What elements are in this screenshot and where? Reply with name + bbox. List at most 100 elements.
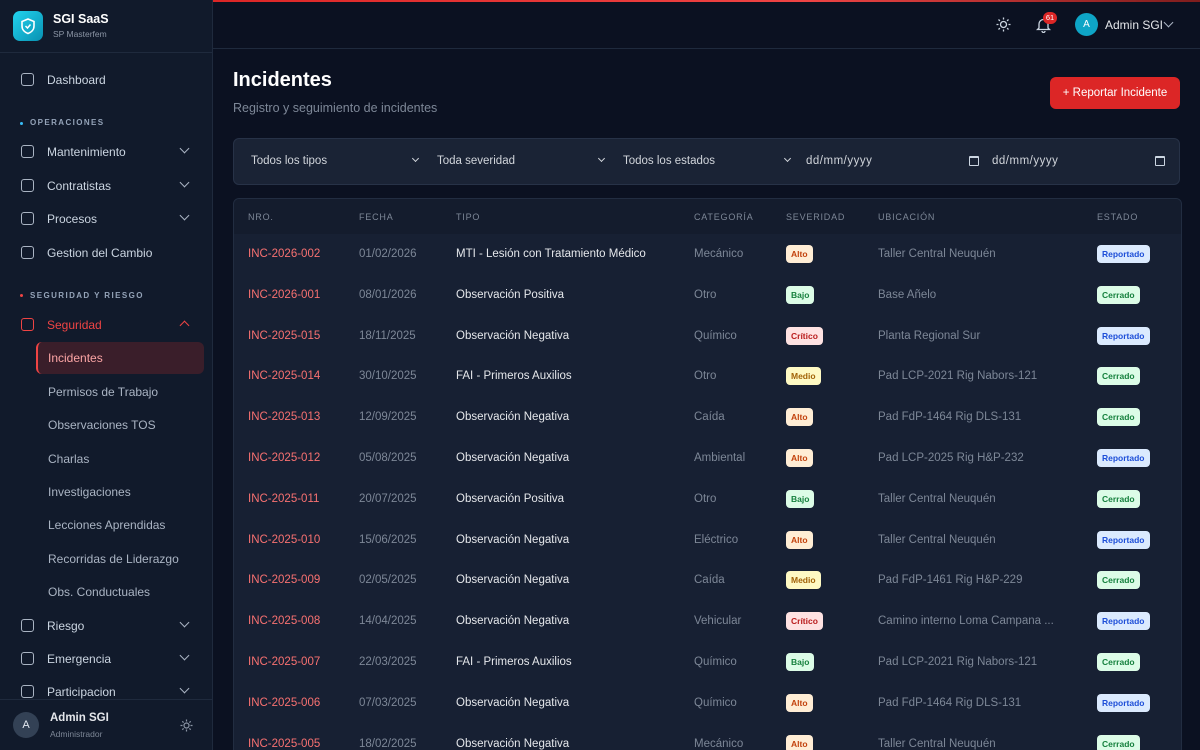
- cell-id[interactable]: INC-2025-006: [248, 696, 321, 709]
- logo: [13, 11, 43, 41]
- nav-item[interactable]: Riesgo: [12, 611, 202, 641]
- cell-date: 02/05/2025: [359, 574, 417, 587]
- cell-location: Planta Regional Sur: [878, 329, 981, 342]
- cell-category: Eléctrico: [694, 533, 739, 546]
- cell-date: 22/03/2025: [359, 656, 417, 668]
- cell-date: 15/06/2025: [359, 533, 417, 546]
- table-row[interactable]: INC-2026-002 01/02/2026 MTI - Lesión con T…: [234, 234, 1181, 275]
- filter-select[interactable]: Todos los estados: [623, 155, 716, 167]
- nav-item[interactable]: Participacion: [12, 677, 202, 707]
- cell-location: Base Añelo: [878, 288, 937, 301]
- nav-item[interactable]: Gestion del Cambio: [12, 238, 202, 268]
- table-row[interactable]: INC-2025-012 05/08/2025 Observación Negati…: [234, 438, 1181, 479]
- severity-badge: Alto: [786, 449, 813, 467]
- table-row[interactable]: INC-2025-006 07/03/2025 Observación Negati…: [234, 683, 1181, 724]
- status-badge: Reportado: [1097, 693, 1150, 712]
- active-item[interactable]: [36, 342, 204, 375]
- sub-nav-item[interactable]: Recorridas de Liderazgo: [48, 551, 179, 566]
- sub-nav-item[interactable]: Obs. Conductuales: [48, 585, 151, 600]
- cell-id[interactable]: INC-2025-007: [248, 656, 321, 668]
- table-row[interactable]: INC-2025-015 18/11/2025 Observación Negati…: [234, 316, 1181, 357]
- sub-nav-item[interactable]: Charlas: [48, 451, 90, 466]
- column-header: UBICACIÓN: [878, 212, 936, 222]
- cell-location: Pad FdP-1464 Rig DLS-131: [878, 411, 1022, 424]
- nav-item[interactable]: Dashboard: [12, 65, 202, 95]
- user-name[interactable]: Admin SGI: [1105, 18, 1164, 32]
- table-row[interactable]: INC-2025-005 18/02/2025 Observación Negati…: [234, 724, 1181, 750]
- cell-id[interactable]: INC-2025-015: [248, 329, 321, 342]
- cell-location: Pad LCP-2021 Rig Nabors-121: [878, 656, 1038, 668]
- status-badge: Reportado: [1097, 530, 1150, 549]
- sub-nav-item[interactable]: Lecciones Aprendidas: [48, 518, 166, 533]
- table-row[interactable]: INC-2025-014 30/10/2025 FAI - Primeros Aux…: [234, 356, 1181, 397]
- cell-id[interactable]: INC-2025-009: [248, 574, 321, 587]
- cell-id[interactable]: INC-2025-011: [248, 492, 320, 505]
- nav-icon: [21, 245, 34, 259]
- nav-item[interactable]: Procesos: [12, 204, 202, 234]
- cell-id[interactable]: INC-2025-010: [248, 533, 321, 546]
- nav-item[interactable]: Mantenimiento: [12, 137, 202, 167]
- nav-label: Contratistas: [47, 178, 112, 193]
- cell-type: Observación Negativa: [456, 615, 570, 628]
- column-header: SEVERIDAD: [786, 212, 846, 222]
- table-row[interactable]: INC-2025-008 14/04/2025 Observación Negati…: [234, 601, 1181, 642]
- cell-type: Observación Negativa: [456, 737, 570, 750]
- report-button[interactable]: + Reportar Incidente: [1050, 77, 1180, 109]
- severity-badge: Bajo: [786, 285, 815, 304]
- cell-type: Observación Negativa: [456, 329, 570, 342]
- nav-chevron: [179, 320, 190, 331]
- severity-badge: Crítico: [786, 326, 823, 345]
- status-badge: Cerrado: [1097, 489, 1140, 508]
- cell-category: Químico: [694, 696, 737, 709]
- table-row[interactable]: INC-2025-007 22/03/2025 FAI - Primeros Aux…: [234, 642, 1181, 683]
- sub-nav-item[interactable]: Permisos de Trabajo: [48, 384, 159, 399]
- theme-toggle[interactable]: [180, 719, 193, 732]
- nav-icon: [21, 73, 34, 86]
- nav-chevron: [179, 210, 190, 221]
- calendar-icon: [969, 156, 979, 166]
- cell-location: Pad FdP-1464 Rig DLS-131: [878, 696, 1022, 709]
- severity-badge: Bajo: [786, 653, 815, 671]
- cell-date: 30/10/2025: [359, 370, 417, 383]
- column-header: CATEGORÍA: [694, 212, 754, 222]
- nav-icon: [21, 318, 34, 331]
- filter-date[interactable]: dd/mm/yyyy: [806, 155, 873, 167]
- sub-nav-item[interactable]: Observaciones TOS: [48, 418, 156, 433]
- table-row[interactable]: INC-2025-009 02/05/2025 Observación Negati…: [234, 560, 1181, 601]
- cell-id[interactable]: INC-2025-012: [248, 452, 321, 464]
- sub-nav-item[interactable]: Investigaciones: [48, 485, 131, 499]
- theme-button[interactable]: [996, 17, 1011, 32]
- table-row[interactable]: INC-2025-013 12/09/2025 Observación Negati…: [234, 397, 1181, 438]
- user-avatar[interactable]: A: [1075, 13, 1098, 36]
- cell-id[interactable]: INC-2025-008: [248, 615, 321, 628]
- table-row[interactable]: INC-2025-010 15/06/2025 Observación Negati…: [234, 520, 1181, 561]
- nav-label: Riesgo: [47, 618, 85, 633]
- nav-item[interactable]: Emergencia: [12, 644, 202, 674]
- page-title: Incidentes: [233, 69, 332, 91]
- nav-icon: [21, 212, 34, 226]
- sub-nav-item[interactable]: Incidentes: [48, 351, 103, 366]
- cell-type: FAI - Primeros Auxilios: [456, 370, 572, 383]
- filter-select[interactable]: Toda severidad: [437, 155, 515, 167]
- cell-id[interactable]: INC-2025-013: [248, 411, 321, 424]
- section-heading: OPERACIONES: [30, 118, 105, 127]
- cell-id[interactable]: INC-2025-005: [248, 737, 321, 750]
- filter-bar: Todos los tipos Toda severidad Todos los e…: [233, 138, 1180, 185]
- nav-item[interactable]: Seguridad: [12, 310, 202, 340]
- status-badge: Cerrado: [1097, 653, 1140, 671]
- cell-id[interactable]: INC-2026-001: [248, 288, 321, 301]
- user-menu-chevron[interactable]: [1163, 17, 1174, 28]
- cell-type: Observación Negativa: [456, 533, 570, 546]
- cell-id[interactable]: INC-2026-002: [248, 248, 321, 260]
- severity-badge: Crítico: [786, 612, 823, 631]
- cell-location: Pad FdP-1461 Rig H&P-229: [878, 574, 1023, 587]
- table-row[interactable]: INC-2026-001 08/01/2026 Observación Positi…: [234, 275, 1181, 316]
- table-row[interactable]: INC-2025-011 20/07/2025 Observación Positi…: [234, 479, 1181, 520]
- column-header: TIPO: [456, 212, 481, 222]
- filter-date[interactable]: dd/mm/yyyy: [992, 155, 1059, 167]
- cell-id[interactable]: INC-2025-014: [248, 370, 321, 383]
- cell-type: Observación Negativa: [456, 452, 570, 464]
- cell-date: 18/11/2025: [359, 329, 416, 342]
- nav-item[interactable]: Contratistas: [12, 171, 202, 201]
- filter-select[interactable]: Todos los tipos: [251, 155, 328, 167]
